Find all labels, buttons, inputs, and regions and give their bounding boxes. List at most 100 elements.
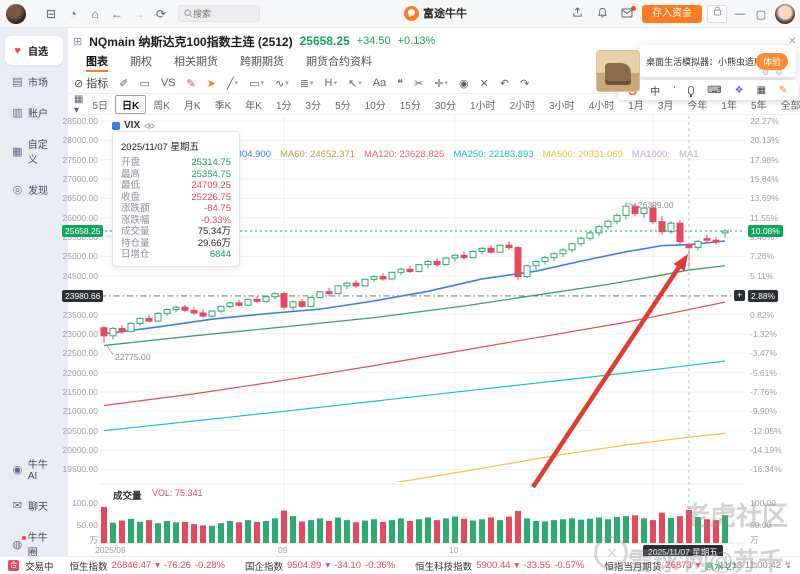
period-月K[interactable]: 月K: [183, 101, 201, 112]
add-alert-button[interactable]: +: [734, 290, 745, 302]
search-input[interactable]: [193, 8, 253, 19]
magnet-icon[interactable]: ✛ ▾: [434, 77, 448, 90]
deposit-button[interactable]: 存入资金: [642, 5, 702, 23]
sidebar-toggle-icon[interactable]: ⊟: [45, 6, 57, 21]
tab-相关期货[interactable]: 相关期货: [174, 56, 218, 68]
share-icon[interactable]: [567, 7, 587, 21]
toast-thumbnail[interactable]: [596, 50, 640, 92]
period-周K[interactable]: 周K: [153, 101, 170, 112]
period-1小时[interactable]: 1小时: [470, 101, 496, 112]
sidebar-item-牛牛AI[interactable]: ◉ 牛牛AI: [5, 449, 63, 489]
ime-mic-icon[interactable]: [688, 85, 695, 97]
period-30分[interactable]: 30分: [434, 101, 456, 112]
kline-style-icon[interactable]: ✐: [119, 77, 128, 90]
ime-punct-toggle[interactable]: ’: [673, 84, 676, 96]
sidebar-item-聊天[interactable]: ✉ 聊天: [5, 491, 63, 520]
eye-icon[interactable]: [144, 122, 155, 130]
screenshot-icon[interactable]: ▭: [139, 77, 149, 90]
status-index-恒指当月期货[interactable]: 恒指当月期货 26873 ▾ 高水 27: [604, 559, 736, 573]
sidebar-item-市场[interactable]: ▤ 市场: [5, 67, 63, 96]
toast-close-icon[interactable]: ✕: [788, 36, 797, 47]
layout-grid-icon[interactable]: ▦ ▾: [74, 93, 84, 116]
period-全部[interactable]: 全部: [780, 101, 800, 112]
ime-lang-toggle[interactable]: 中: [650, 86, 661, 98]
sidebar-item-自定义[interactable]: ▦ 自定义: [5, 129, 63, 173]
indicator-checkbox[interactable]: [112, 121, 120, 130]
period-3小时[interactable]: 3小时: [549, 101, 575, 112]
ime-keyboard-icon[interactable]: ⌨: [707, 84, 722, 96]
note-icon[interactable]: ❝: [397, 77, 403, 90]
ime-brush-icon[interactable]: ✎: [779, 84, 788, 96]
status-index-国企指数[interactable]: 国企指数 9504.89 ▾ -34.10 -0.36%: [245, 559, 395, 573]
text-tool-icon[interactable]: Aa: [373, 77, 386, 89]
period-1月[interactable]: 1月: [628, 101, 644, 112]
period-3分[interactable]: 3分: [305, 101, 322, 112]
notification-toast[interactable]: 桌面生活模拟器：小熊虫造房了 体验: [638, 45, 796, 77]
period-年K[interactable]: 年K: [245, 101, 262, 112]
ime-toolbar[interactable]: S 中 ’ ⌨ ❖ ▦ ✎: [618, 80, 798, 100]
period-5年[interactable]: 5年: [750, 101, 767, 112]
period-4小时[interactable]: 4小时: [588, 101, 615, 112]
refresh-icon[interactable]: ⟳: [155, 6, 167, 21]
status-index-恒生指数[interactable]: 恒生指数 26846.47 ▾ -76.26 -0.28%: [70, 559, 225, 573]
period-今年[interactable]: 今年: [687, 101, 708, 112]
toast-settings-icons[interactable]: ⚙ ⚙ ··: [762, 68, 799, 77]
trendline-icon[interactable]: ╱ ▾: [227, 77, 238, 90]
tab-期货合约资料[interactable]: 期货合约资料: [306, 56, 372, 68]
sidebar-item-自选[interactable]: ♥ 自选: [5, 36, 63, 65]
period-10分[interactable]: 10分: [364, 101, 386, 112]
period-5分[interactable]: 5分: [335, 101, 351, 112]
period-3月[interactable]: 3月: [657, 101, 674, 112]
sidebar-item-发现[interactable]: ◎ 发现: [5, 175, 63, 204]
cursor-icon[interactable]: ➤: [207, 77, 216, 90]
stock-title[interactable]: NQmain 纳斯达克100指数主连 (2512): [89, 34, 293, 49]
home-icon[interactable]: ⌂: [91, 6, 99, 21]
undo-icon[interactable]: ↶: [500, 77, 509, 90]
volume-title[interactable]: 成交量: [113, 491, 142, 502]
mail-icon[interactable]: [617, 6, 637, 21]
arrow-tool-icon[interactable]: ↖ ▾: [348, 77, 362, 90]
highlighter-icon[interactable]: ✎: [187, 77, 196, 90]
indicator-overlay[interactable]: VIX: [112, 120, 155, 131]
delete-icon[interactable]: ✕: [480, 77, 489, 90]
indicator-button[interactable]: ⊘ 指标: [74, 77, 109, 91]
period-2小时[interactable]: 2小时: [509, 101, 536, 112]
window-layout-icon[interactable]: ⊞: [73, 35, 83, 48]
network-speed-icon[interactable]: ↯: [784, 560, 792, 571]
status-index-恒生科技指数[interactable]: 恒生科技指数 5900.44 ▾ -33.55 -0.57%: [415, 559, 584, 573]
period-1分[interactable]: 1分: [275, 101, 292, 112]
lock-icon[interactable]: [707, 5, 727, 23]
tab-期权[interactable]: 期权: [130, 56, 152, 68]
period-日K[interactable]: 日K: [115, 95, 147, 114]
tab-图表[interactable]: 图表: [86, 53, 108, 72]
shape-icon[interactable]: ▭ ▾: [249, 77, 264, 90]
hline-icon[interactable]: H ▾: [325, 77, 337, 89]
ime-grid-icon[interactable]: ▦: [756, 84, 767, 96]
ma-label: MA500: 20331.069: [542, 149, 623, 160]
back-icon[interactable]: ←: [111, 6, 123, 21]
period-5日[interactable]: 5日: [92, 101, 109, 112]
ime-skin-icon[interactable]: ❖: [734, 84, 744, 96]
minimize-button[interactable]: —: [734, 8, 746, 20]
bell-icon[interactable]: [592, 7, 612, 21]
visibility-icon[interactable]: ◉: [459, 77, 469, 90]
history-icon[interactable]: ◔: [69, 6, 77, 21]
period-1年[interactable]: 1年: [721, 101, 737, 112]
tab-跨期期货[interactable]: 跨期期货: [240, 56, 284, 68]
forward-icon[interactable]: →: [133, 6, 145, 21]
profile-avatar[interactable]: [774, 3, 796, 25]
sidebar-item-牛牛圈[interactable]: ◍ 牛牛圈: [5, 522, 63, 566]
measure-icon[interactable]: ✂: [414, 77, 423, 90]
search-box[interactable]: [178, 5, 260, 22]
redo-icon[interactable]: ↷: [520, 77, 529, 90]
period-季K[interactable]: 季K: [214, 101, 232, 112]
compare-icon[interactable]: VS: [161, 77, 176, 89]
user-avatar[interactable]: [6, 3, 26, 24]
period-15分[interactable]: 15分: [399, 101, 421, 112]
maximize-button[interactable]: ▢: [755, 8, 767, 21]
toast-action-button[interactable]: 体验: [756, 52, 789, 70]
sidebar-item-账户[interactable]: ▥ 账户: [5, 98, 63, 127]
fib-icon[interactable]: ≣ ▾: [300, 77, 314, 90]
wave-icon[interactable]: ∿ ▾: [275, 77, 289, 90]
